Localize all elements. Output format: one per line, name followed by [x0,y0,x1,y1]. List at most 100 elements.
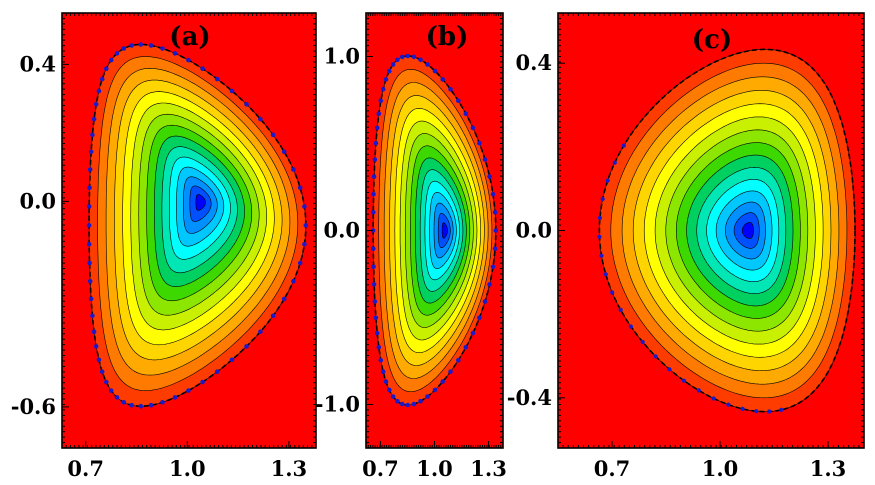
boundary-point [492,210,498,215]
boundary-point [291,167,296,172]
boundary-point [440,379,446,384]
boundary-point [138,403,144,409]
boundary-point [229,88,235,94]
boundary-point [258,116,263,122]
boundary-point [270,132,276,138]
boundary-point [405,53,411,59]
boundary-point [767,409,772,414]
boundary-point [87,185,92,191]
boundary-point [291,278,296,284]
boundary-point [373,315,379,321]
boundary-point [640,339,645,345]
boundary-point [383,379,389,384]
x-tick-label: 0.7 [594,456,631,481]
boundary-point [371,174,377,179]
panel-b: 0.7 1.0 1.3 1.0 0.0 -1.0 (b) [315,12,507,481]
boundary-point [99,369,105,375]
y-tick-label: -1.0 [315,392,360,417]
boundary-point [400,401,405,407]
boundary-point [395,398,400,404]
boundary-point [448,87,453,92]
boundary-point [91,116,97,122]
boundary-point [87,260,92,266]
boundary-point [86,204,92,209]
boundary-point [726,402,731,407]
boundary-point [172,51,178,56]
boundary-point [600,196,605,202]
boundary-point [302,204,307,209]
boundary-point [612,160,617,165]
boundary-point [432,387,438,393]
boundary-point [87,167,93,172]
y-tick-label: 0.0 [323,218,360,243]
boundary-point [186,57,191,63]
x-tick-label: 1.0 [169,456,206,481]
boundary-point [387,387,392,393]
boundary-point [160,400,165,405]
boundary-point [487,282,492,287]
y-tick-label: -0.6 [11,394,56,419]
boundary-point [681,378,687,383]
boundary-point [114,51,120,56]
x-tick-label: 0.7 [362,456,399,481]
boundary-point [383,77,389,82]
boundary-point [281,149,287,155]
boundary-point [603,272,608,277]
boundary-point [104,66,109,71]
contour-level-15 [441,221,448,240]
boundary-point [395,57,400,63]
boundary-point [104,379,109,385]
boundary-point [411,401,417,407]
boundary-point [371,191,376,197]
boundary-point [390,62,396,67]
boundary-point [160,46,165,51]
boundary-point [374,330,380,336]
y-tick-label: -0.4 [507,385,552,410]
y-tick-label: 0.0 [515,218,552,243]
boundary-point [378,357,384,363]
boundary-point [628,324,634,329]
boundary-point [372,299,378,304]
boundary-point [371,246,376,251]
boundary-point [387,68,392,74]
boundary-point [779,407,784,412]
boundary-point [229,357,235,363]
boundary-point [740,406,745,411]
boundary-point [490,264,496,270]
boundary-point [129,402,134,408]
x-tick-label: 1.3 [271,456,308,481]
boundary-point [411,54,417,60]
boundary-point [418,57,423,63]
boundary-point [477,315,482,321]
boundary-point [371,210,376,215]
boundary-point [477,140,482,146]
boundary-point [303,223,309,228]
boundary-point [380,87,386,92]
x-tick-label: 1.0 [416,456,453,481]
boundary-point [214,76,220,82]
boundary-point [487,174,492,179]
y-tick-label: 1.0 [323,44,360,69]
boundary-point [214,369,220,375]
boundary-point [200,379,205,385]
boundary-point [373,140,379,146]
boundary-point [597,234,602,239]
boundary-point [493,228,499,233]
boundary-point [621,143,627,148]
boundary-point [258,329,263,335]
boundary-point [378,98,384,104]
contour-level-15 [195,194,206,211]
boundary-point [754,409,759,414]
boundary-point [667,367,672,372]
boundary-point [86,242,92,247]
boundary-point [470,125,476,131]
boundary-point [90,313,95,319]
boundary-point [376,345,382,350]
boundary-point [121,46,127,51]
boundary-point [129,43,134,48]
boundary-point [172,395,178,400]
boundary-point [297,260,303,266]
boundary-point [492,246,498,251]
boundary-point [456,357,461,363]
y-tick-label: 0.0 [19,188,56,213]
